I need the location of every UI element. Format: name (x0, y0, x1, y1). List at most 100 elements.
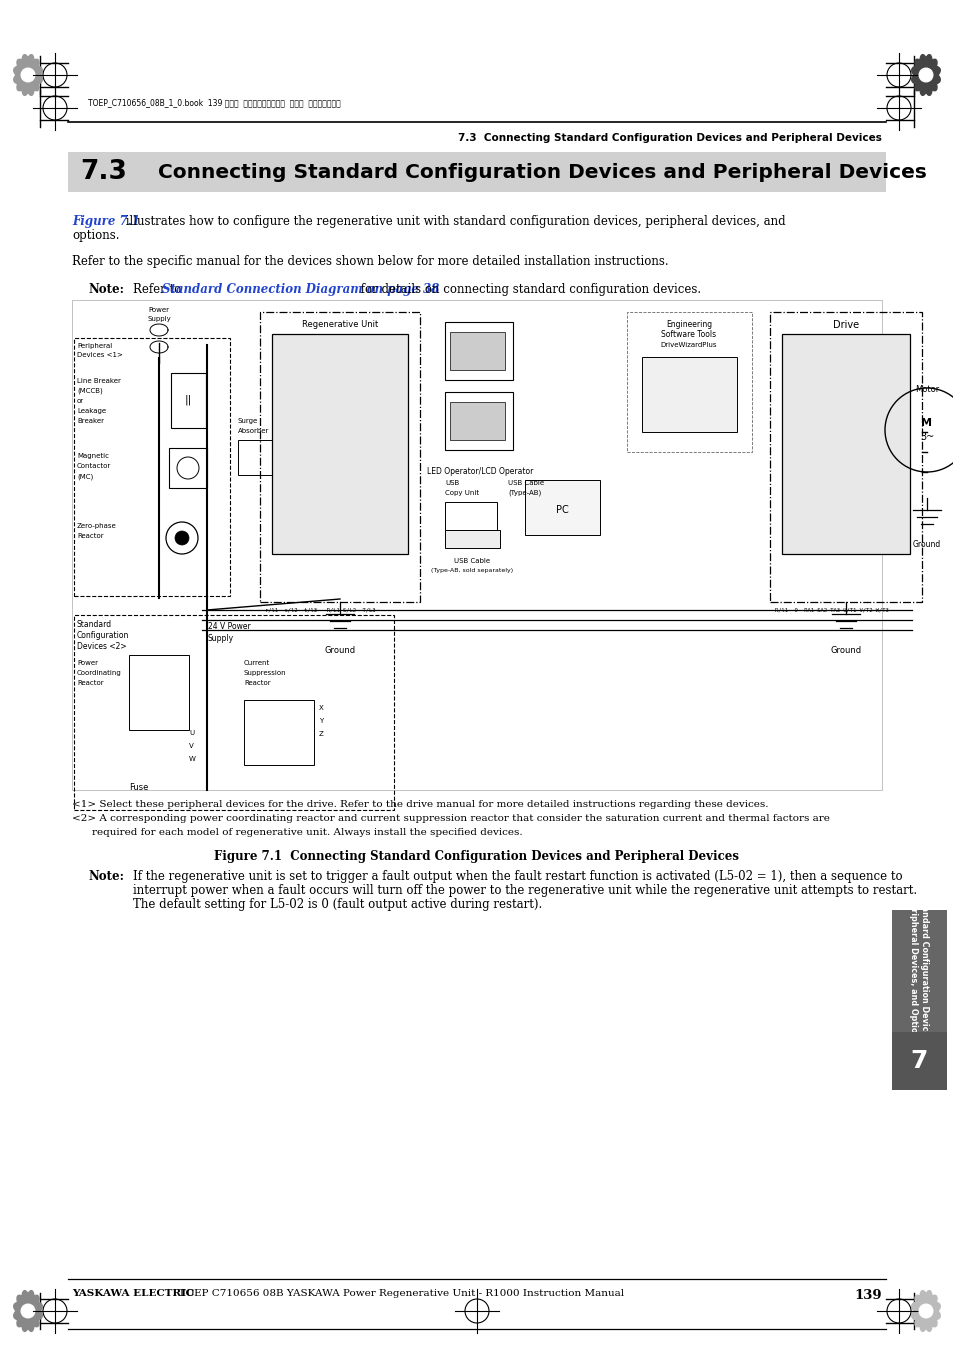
Text: 7.3: 7.3 (80, 159, 127, 185)
Text: Suppression: Suppression (244, 670, 286, 676)
Bar (444, 392, 513, 450)
Text: Zero-phase: Zero-phase (77, 523, 116, 530)
Text: for details on connecting standard configuration devices.: for details on connecting standard confi… (356, 282, 700, 296)
Text: Current: Current (244, 661, 270, 666)
Text: Leakage: Leakage (77, 408, 106, 413)
Text: Reactor: Reactor (244, 680, 271, 686)
Bar (444, 530, 499, 549)
Text: Connecting Standard Configuration Devices and Peripheral Devices: Connecting Standard Configuration Device… (158, 162, 926, 181)
Text: TOEP_C710656_08B_1_0.book  139 ページ  ２０１５年２月５日  木曜日  午前１０時７分: TOEP_C710656_08B_1_0.book 139 ページ ２０１５年２… (88, 99, 340, 108)
Text: Supply: Supply (147, 316, 171, 322)
Text: Coordinating: Coordinating (77, 670, 122, 676)
Text: required for each model of regenerative unit. Always install the specified devic: required for each model of regenerative … (91, 828, 522, 838)
Text: 3~: 3~ (919, 432, 933, 442)
Text: 24 V Power: 24 V Power (208, 621, 251, 631)
Circle shape (174, 531, 189, 544)
Text: Note:: Note: (88, 282, 124, 296)
Text: 139: 139 (854, 1289, 882, 1302)
Text: Ground: Ground (912, 540, 941, 549)
Text: USB: USB (444, 480, 458, 486)
Text: R/l1  O  RA1 SA2 TA3 U/T1 V/T2 W/T3: R/l1 O RA1 SA2 TA3 U/T1 V/T2 W/T3 (774, 607, 888, 612)
Bar (244, 700, 314, 765)
Bar (450, 332, 504, 370)
Text: Power: Power (149, 307, 170, 313)
Text: (Type-AB): (Type-AB) (507, 490, 540, 497)
Text: X: X (318, 705, 323, 711)
Text: Engineering: Engineering (665, 320, 711, 330)
Polygon shape (13, 1290, 42, 1331)
Text: Motor: Motor (914, 385, 938, 394)
Text: options.: options. (71, 230, 119, 242)
Bar (71, 300, 882, 790)
Text: Surge: Surge (237, 417, 258, 424)
Text: Power: Power (77, 661, 98, 666)
Text: Figure 7.1  Connecting Standard Configuration Devices and Peripheral Devices: Figure 7.1 Connecting Standard Configura… (214, 850, 739, 863)
Bar (272, 334, 408, 554)
Text: Software Tools: Software Tools (660, 330, 716, 339)
Text: <1> Select these peripheral devices for the drive. Refer to the drive manual for: <1> Select these peripheral devices for … (71, 800, 768, 809)
Circle shape (919, 1304, 932, 1317)
Polygon shape (911, 54, 940, 96)
Text: Refer to the specific manual for the devices shown below for more detailed insta: Refer to the specific manual for the dev… (71, 255, 668, 267)
Text: Ground: Ground (829, 646, 861, 655)
Text: LED Operator/LCD Operator: LED Operator/LCD Operator (426, 467, 533, 476)
Bar (450, 403, 504, 440)
Text: Regenerative Unit: Regenerative Unit (301, 320, 377, 330)
Bar (74, 615, 394, 811)
Bar (781, 334, 909, 554)
Text: If the regenerative unit is set to trigger a fault output when the fault restart: If the regenerative unit is set to trigg… (132, 870, 902, 884)
Text: or: or (77, 399, 84, 404)
Text: Absorber: Absorber (237, 428, 269, 434)
Text: TOEP C710656 08B YASKAWA Power Regenerative Unit - R1000 Instruction Manual: TOEP C710656 08B YASKAWA Power Regenerat… (172, 1289, 623, 1298)
Bar (129, 655, 189, 730)
Text: Reactor: Reactor (77, 680, 104, 686)
Bar (444, 503, 497, 530)
Bar (260, 312, 419, 603)
Text: Standard Connection Diagram on page 38: Standard Connection Diagram on page 38 (162, 282, 438, 296)
Text: Z: Z (318, 731, 323, 738)
Text: Note:: Note: (88, 870, 124, 884)
Text: Fuse: Fuse (129, 784, 149, 792)
Text: 7: 7 (909, 1048, 926, 1073)
Bar (626, 312, 751, 453)
Text: Refer to: Refer to (132, 282, 185, 296)
Text: Drive: Drive (832, 320, 858, 330)
Text: Configuration: Configuration (77, 631, 130, 640)
Text: U: U (189, 730, 193, 736)
Text: Magnetic: Magnetic (77, 453, 109, 459)
Text: The default setting for L5-02 is 0 (fault output active during restart).: The default setting for L5-02 is 0 (faul… (132, 898, 541, 911)
Text: Copy Unit: Copy Unit (444, 490, 478, 496)
Bar (171, 373, 206, 428)
Text: USB Cable: USB Cable (454, 558, 490, 563)
Text: (Type-AB, sold separately): (Type-AB, sold separately) (431, 567, 513, 573)
Circle shape (919, 68, 932, 82)
Text: <2> A corresponding power coordinating reactor and current suppression reactor t: <2> A corresponding power coordinating r… (71, 815, 829, 823)
Text: Supply: Supply (208, 634, 233, 643)
Text: r/l1  s/l2  t/l3   R/L1 S/L2  T/L3: r/l1 s/l2 t/l3 R/L1 S/L2 T/L3 (265, 607, 375, 612)
Bar (169, 449, 207, 488)
Bar (68, 153, 885, 192)
Text: Standard: Standard (77, 620, 112, 630)
Text: (MCCB): (MCCB) (77, 388, 103, 394)
Bar (524, 480, 599, 535)
Text: Breaker: Breaker (77, 417, 104, 424)
Bar (444, 322, 513, 380)
Text: YASKAWA ELECTRIC: YASKAWA ELECTRIC (71, 1289, 194, 1298)
Text: Contactor: Contactor (77, 463, 112, 469)
Text: Figure 7.1: Figure 7.1 (71, 215, 140, 228)
Text: interrupt power when a fault occurs will turn off the power to the regenerative : interrupt power when a fault occurs will… (132, 884, 916, 897)
Text: Peripheral: Peripheral (77, 343, 112, 349)
Text: (MC): (MC) (77, 473, 93, 480)
Text: Standard Configuration Devices,
Peripheral Devices, and Options: Standard Configuration Devices, Peripher… (908, 896, 927, 1044)
Text: V: V (189, 743, 193, 748)
Text: Ground: Ground (324, 646, 355, 655)
Text: illustrates how to configure the regenerative unit with standard configuration d: illustrates how to configure the regener… (122, 215, 785, 228)
Text: Line Breaker: Line Breaker (77, 378, 121, 384)
Text: Y: Y (318, 717, 323, 724)
Bar (74, 338, 230, 596)
Text: M: M (921, 417, 931, 428)
Text: Devices <2>: Devices <2> (77, 642, 127, 651)
Polygon shape (911, 1290, 940, 1331)
Circle shape (21, 1304, 34, 1317)
Text: DriveWizardPlus: DriveWizardPlus (660, 342, 717, 349)
